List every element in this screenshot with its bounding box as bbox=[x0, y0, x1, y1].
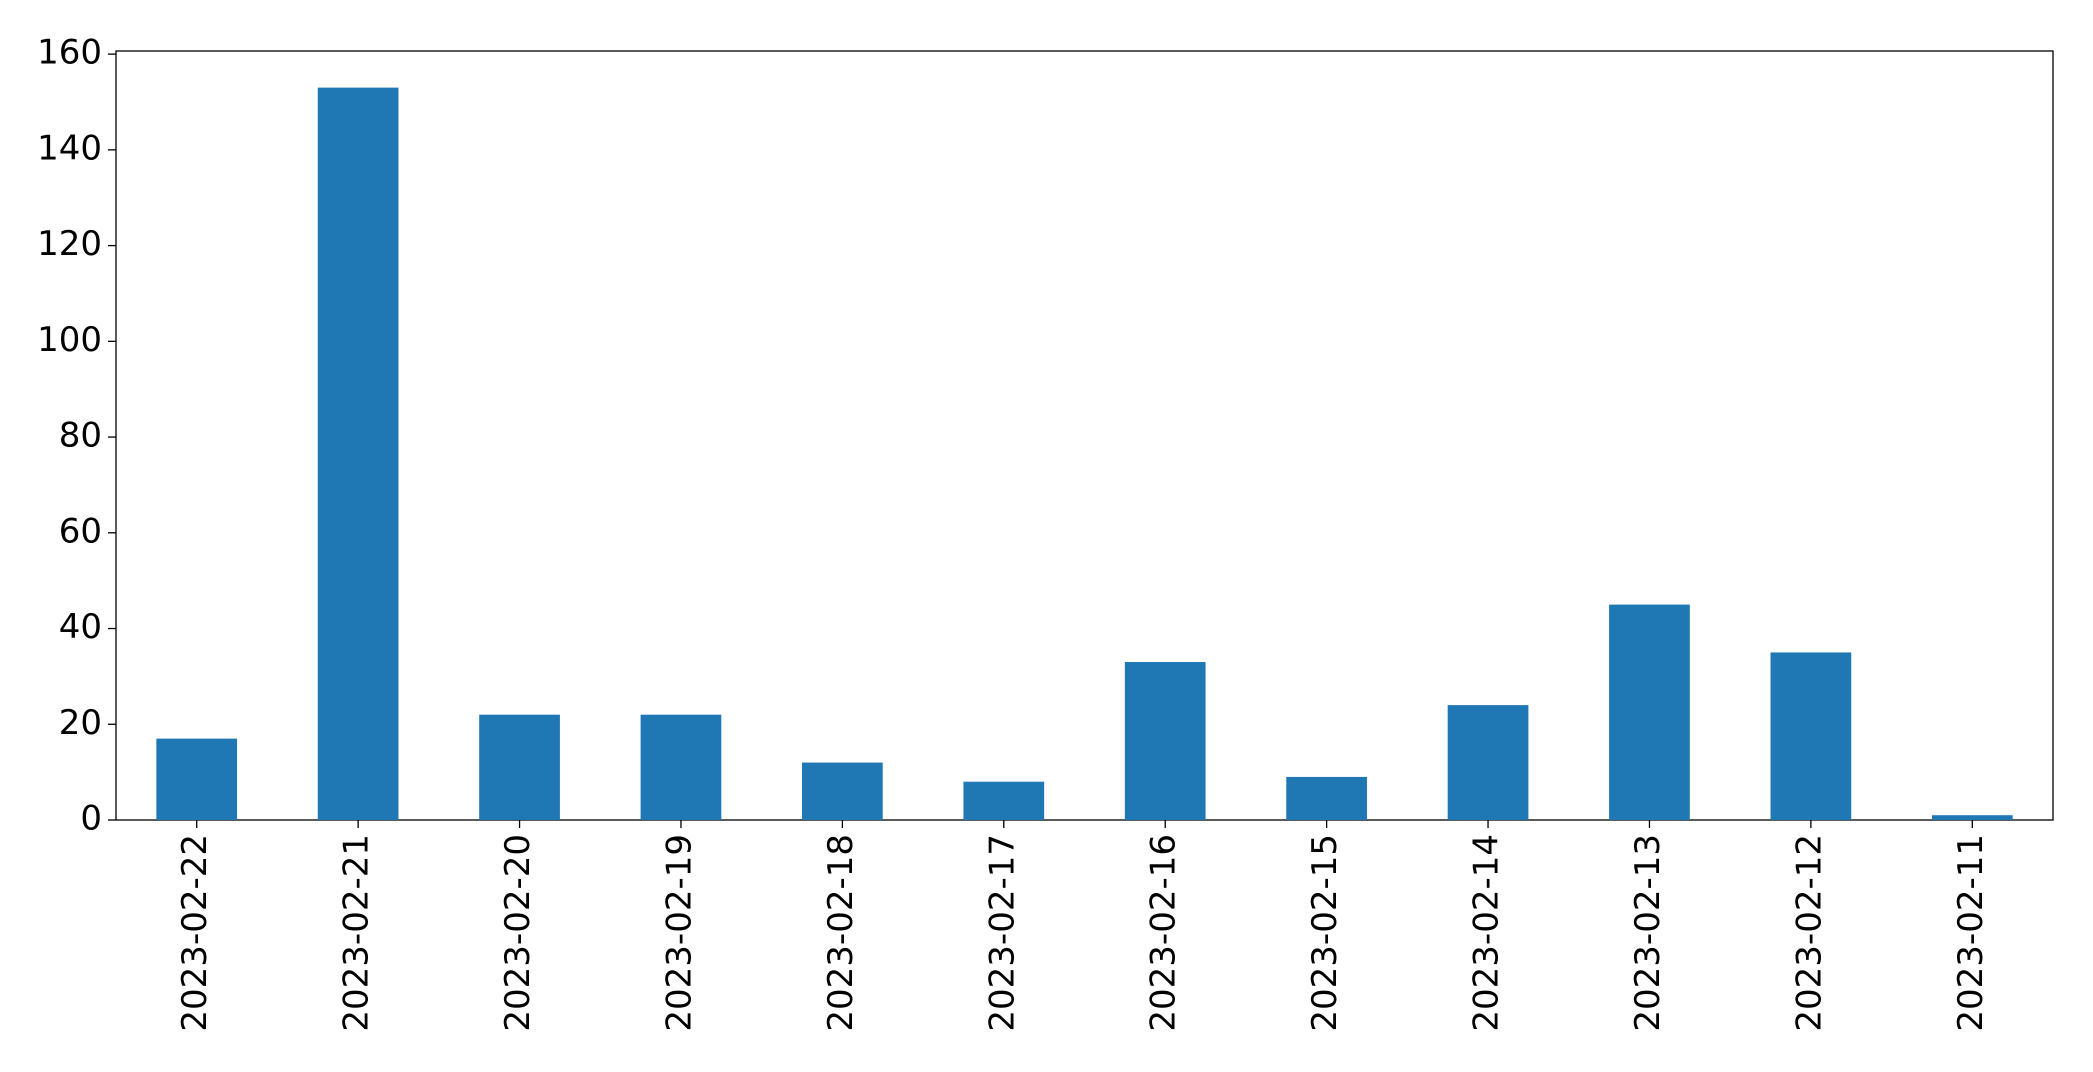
x-tick-label: 2023-02-11 bbox=[1951, 834, 1991, 1032]
bar bbox=[1286, 776, 1367, 820]
bar bbox=[1124, 662, 1206, 820]
x-tick-label: 2023-02-14 bbox=[1467, 834, 1507, 1032]
bar bbox=[1931, 815, 2013, 820]
y-tick-label: 140 bbox=[37, 128, 102, 168]
bar bbox=[640, 714, 722, 820]
y-tick-label: 60 bbox=[59, 511, 102, 551]
bar bbox=[802, 762, 883, 820]
bar bbox=[156, 738, 238, 820]
x-tick-label: 2023-02-12 bbox=[1789, 834, 1829, 1032]
bar bbox=[1609, 604, 1690, 820]
x-tick-label: 2023-02-17 bbox=[982, 834, 1022, 1032]
y-tick-label: 160 bbox=[37, 33, 102, 73]
bar bbox=[317, 87, 399, 821]
bar bbox=[963, 781, 1045, 820]
x-tick-label: 2023-02-21 bbox=[337, 834, 377, 1032]
x-tick-label: 2023-02-16 bbox=[1144, 834, 1184, 1032]
y-tick-label: 20 bbox=[59, 703, 102, 743]
x-tick-label: 2023-02-15 bbox=[1305, 834, 1345, 1032]
x-tick-label: 2023-02-20 bbox=[498, 834, 538, 1032]
bar bbox=[479, 714, 560, 820]
bar bbox=[1447, 705, 1529, 820]
bar bbox=[1770, 652, 1852, 820]
y-tick-label: 120 bbox=[37, 224, 102, 264]
y-tick-label: 0 bbox=[80, 799, 102, 839]
x-tick-label: 2023-02-19 bbox=[659, 834, 699, 1032]
axes-frame bbox=[115, 50, 2054, 821]
x-tick-label: 2023-02-18 bbox=[821, 834, 861, 1032]
y-tick-label: 40 bbox=[59, 607, 102, 647]
x-tick-label: 2023-02-13 bbox=[1628, 834, 1668, 1032]
y-tick-label: 80 bbox=[59, 416, 102, 456]
x-tick-label: 2023-02-22 bbox=[175, 834, 215, 1032]
y-tick-label: 100 bbox=[37, 320, 102, 360]
